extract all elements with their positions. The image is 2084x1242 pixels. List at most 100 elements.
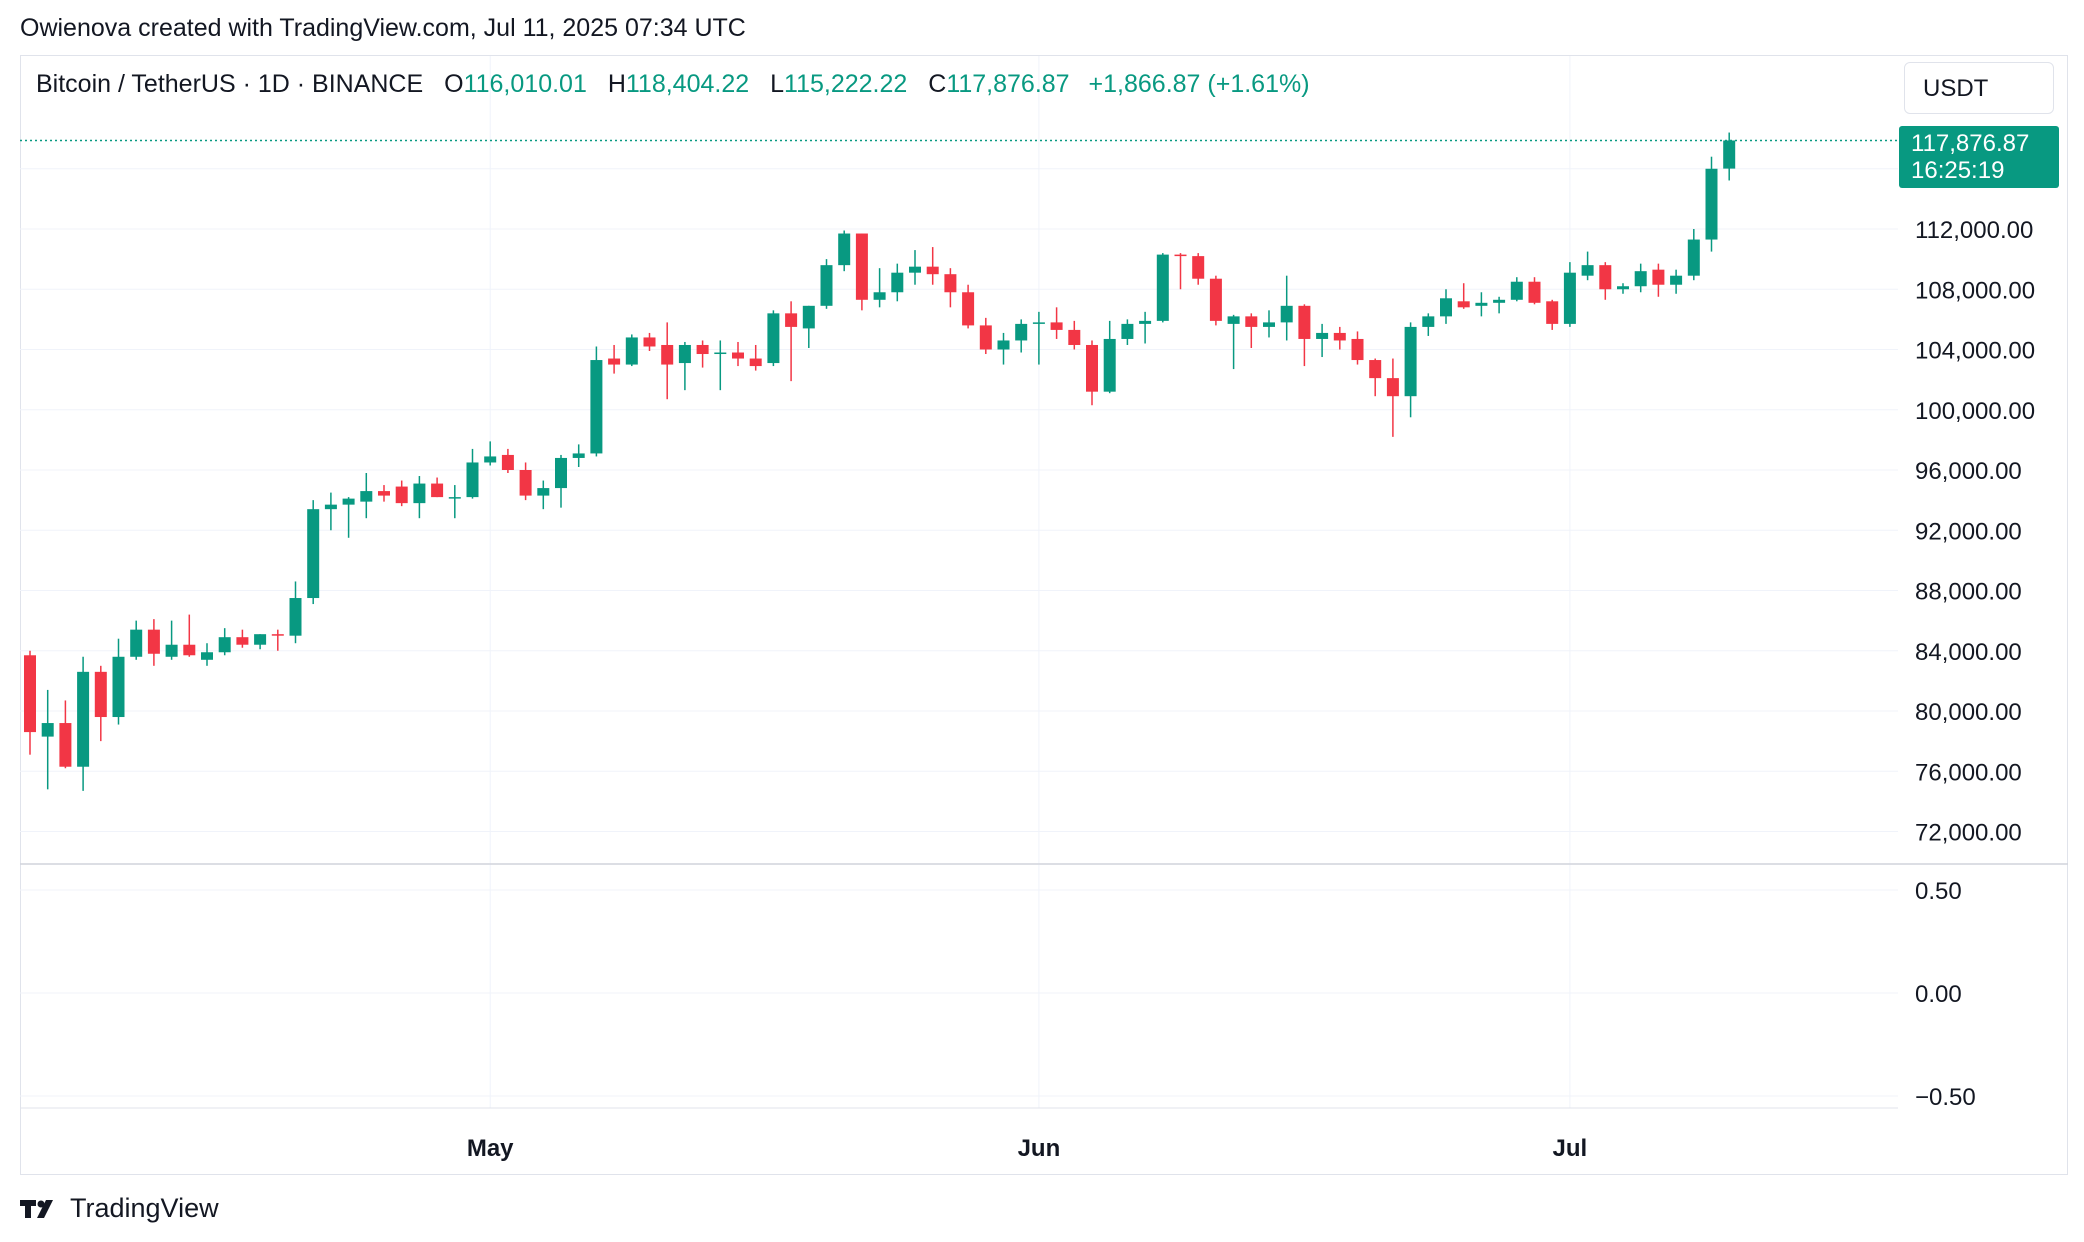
osc-tick-label: 0.50 xyxy=(1915,878,1962,905)
candle-body xyxy=(1528,281,1541,303)
candle xyxy=(59,700,72,769)
candle-body xyxy=(77,671,90,767)
candle xyxy=(1404,322,1417,418)
candle xyxy=(802,305,815,348)
y-tick-label: 96,000.00 xyxy=(1915,458,2022,485)
candle-body xyxy=(944,274,957,293)
candle xyxy=(855,233,868,311)
candle-body xyxy=(395,486,408,504)
candle-body xyxy=(41,723,54,737)
candle xyxy=(1280,275,1293,341)
candle-body xyxy=(218,637,231,653)
candle-body xyxy=(501,454,514,470)
candle-body xyxy=(1546,301,1559,324)
candle xyxy=(307,500,320,605)
candle-body xyxy=(962,292,975,326)
candle-body xyxy=(1705,168,1718,240)
candle xyxy=(820,259,833,309)
y-tick-label: 92,000.00 xyxy=(1915,518,2022,545)
symbol-legend: Bitcoin / TetherUS · 1D · BINANCE O116,0… xyxy=(36,70,1310,99)
candle-body xyxy=(1245,316,1258,327)
candle-body xyxy=(732,352,744,359)
candle-body xyxy=(112,656,125,718)
candle xyxy=(112,638,125,725)
candle xyxy=(1333,326,1346,350)
candle-body xyxy=(1422,316,1435,327)
candle-body xyxy=(785,313,798,327)
symbol-title: Bitcoin / TetherUS · 1D · BINANCE xyxy=(36,70,424,98)
candle-body xyxy=(1581,265,1594,276)
candle xyxy=(767,310,780,367)
tradingview-logo[interactable]: TradingView xyxy=(20,1193,219,1224)
open-label: O xyxy=(444,70,464,98)
y-tick-label: 112,000.00 xyxy=(1915,217,2033,244)
candle-body xyxy=(1174,254,1187,257)
y-tick-label: 104,000.00 xyxy=(1915,338,2035,365)
candle-body xyxy=(165,644,178,657)
candle xyxy=(1475,292,1488,317)
open-value: 116,010.01 xyxy=(463,70,587,98)
candle xyxy=(413,476,426,519)
candle xyxy=(785,301,798,382)
currency-unit-label: USDT xyxy=(1923,75,1989,102)
candle-body xyxy=(661,344,674,365)
candle-body xyxy=(1351,338,1364,361)
candle xyxy=(1457,283,1470,309)
candle-body xyxy=(909,266,921,273)
candle xyxy=(466,448,479,499)
candle xyxy=(218,628,231,656)
candle-body xyxy=(1687,239,1700,276)
high-label: H xyxy=(607,70,626,98)
candle xyxy=(147,619,160,666)
candle xyxy=(395,480,408,507)
candle-body xyxy=(1121,323,1134,339)
candle xyxy=(1705,156,1718,252)
candle-body xyxy=(360,491,373,502)
y-axis-labels: 112,000.00 108,000.00 104,000.00 100,000.00… xyxy=(1915,217,2035,847)
candle-body xyxy=(926,266,939,275)
last-price-tag: 117,876.87 16:25:19 xyxy=(1899,126,2059,188)
candle xyxy=(378,485,390,502)
candle-body xyxy=(1032,322,1045,324)
candle xyxy=(94,665,107,742)
candle-body xyxy=(608,358,621,365)
candle-body xyxy=(147,629,160,654)
candle-body xyxy=(643,337,656,347)
candles xyxy=(24,132,1736,791)
candle-body xyxy=(537,488,550,496)
candle xyxy=(1599,262,1612,300)
candle-body xyxy=(997,340,1010,350)
candle xyxy=(590,346,603,457)
candle xyxy=(643,332,656,352)
candle-body xyxy=(714,352,727,355)
candle xyxy=(1493,296,1506,314)
candle xyxy=(1086,340,1098,406)
candle xyxy=(77,656,90,791)
chart-frame xyxy=(20,55,2068,1175)
candle xyxy=(165,620,178,660)
candle xyxy=(1581,251,1594,281)
candle xyxy=(519,462,532,501)
candle xyxy=(1298,304,1311,367)
candle-body xyxy=(555,457,567,489)
candle-body xyxy=(767,313,780,364)
candle xyxy=(1316,323,1329,358)
candle-body xyxy=(590,360,603,454)
candle xyxy=(1015,319,1028,353)
close-value: 117,876.87 xyxy=(946,70,1070,98)
oscillator-pane: 0.50 0.00 −0.50 xyxy=(20,863,2068,1111)
candle xyxy=(24,650,36,755)
currency-unit-button[interactable]: USDT xyxy=(1904,62,2054,114)
candle xyxy=(1103,320,1116,394)
candle xyxy=(1227,314,1240,370)
candle xyxy=(271,629,284,651)
candle xyxy=(661,322,674,400)
candle xyxy=(1634,263,1647,293)
candle-body xyxy=(1652,269,1665,285)
candle xyxy=(1263,310,1275,338)
candle-body xyxy=(94,671,107,718)
candle xyxy=(1139,311,1152,344)
candle-body xyxy=(519,470,532,496)
candle-body xyxy=(1050,322,1063,330)
